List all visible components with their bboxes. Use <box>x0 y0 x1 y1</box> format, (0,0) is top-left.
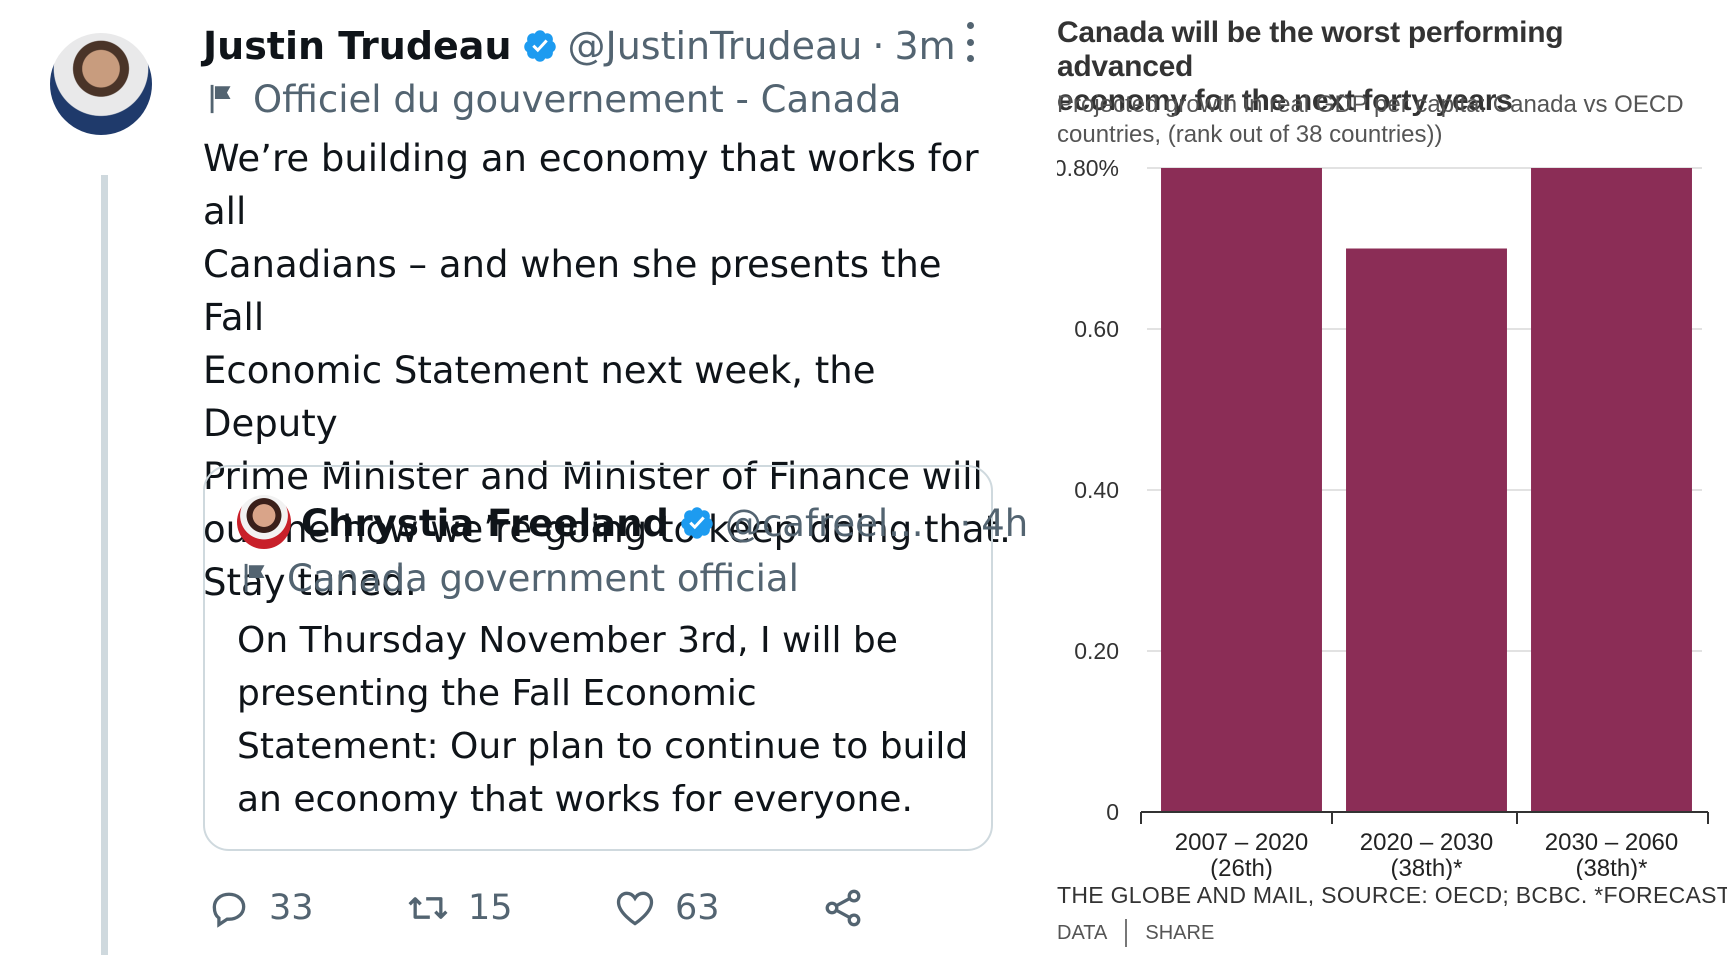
share-icon <box>825 889 861 927</box>
author-avatar[interactable] <box>50 33 152 135</box>
quoted-author-handle[interactable]: @cafreel... <box>724 501 924 545</box>
share-link[interactable]: SHARE <box>1145 921 1215 944</box>
tweet-text-line: Economic Statement next week, the Deputy <box>203 349 876 445</box>
separator-dot: · <box>959 501 972 545</box>
verified-badge-icon <box>681 507 713 539</box>
reply-button[interactable]: 33 <box>207 880 314 936</box>
chart-subtitle-line: Projected growth in real GDP per capita:… <box>1057 91 1684 118</box>
heart-icon <box>616 891 654 926</box>
separator-dot: · <box>872 24 885 68</box>
bar <box>1161 168 1322 812</box>
quoted-text-line: an economy that works for everyone. <box>237 779 913 820</box>
flag-icon <box>244 563 265 593</box>
quoted-tweet-time[interactable]: 4h <box>981 501 1029 545</box>
author-name[interactable]: Justin Trudeau <box>203 24 512 68</box>
affiliation-label: Officiel du gouvernement - Canada <box>205 74 901 124</box>
data-link[interactable]: DATA <box>1057 921 1108 944</box>
y-tick-label: 0.80% <box>1057 155 1119 181</box>
chart-subtitle: Projected growth in real GDP per capita:… <box>1057 90 1697 150</box>
y-tick-label: 0.60 <box>1074 316 1119 342</box>
more-options-icon[interactable] <box>963 22 977 62</box>
y-tick-label: 0 <box>1106 799 1119 825</box>
chart-title: Canada will be the worst performing adva… <box>1057 16 1697 118</box>
tweet-text-line: We’re building an economy that works for… <box>203 137 979 233</box>
share-button[interactable] <box>821 880 865 936</box>
quoted-text-line: Statement: Our plan to continue to build <box>237 726 969 767</box>
chart-source: THE GLOBE AND MAIL, SOURCE: OECD; BCBC. … <box>1057 882 1727 908</box>
reply-icon <box>212 892 246 928</box>
quoted-author-name[interactable]: Chrystia Freeland <box>301 501 669 545</box>
tweet-text-line: Canadians – and when she presents the Fa… <box>203 243 942 339</box>
tweet-header: Justin Trudeau @JustinTrudeau · 3m <box>203 18 956 74</box>
quoted-tweet-text: On Thursday November 3rd, I will be pres… <box>237 614 977 826</box>
bar <box>1531 168 1692 812</box>
verified-badge-icon <box>523 30 556 62</box>
x-category-label: (38th)* <box>1575 855 1647 880</box>
retweet-count: 15 <box>468 888 513 928</box>
quoted-tweet-card[interactable]: Chrystia Freeland @cafreel... · 4h Canad… <box>203 465 1028 851</box>
x-category-label: (38th)* <box>1390 855 1462 880</box>
author-handle[interactable]: @JustinTrudeau <box>567 24 863 68</box>
x-category-label: 2007 – 2020 <box>1175 829 1308 856</box>
thread-line <box>101 175 108 955</box>
chart-subtitle-line: countries, (rank out of 38 countries)) <box>1057 121 1443 148</box>
link-divider <box>1125 919 1128 947</box>
x-category-label: 2030 – 2060 <box>1545 829 1678 856</box>
like-button[interactable]: 63 <box>613 880 720 936</box>
tweet-text-line: Stay tuned. <box>203 561 417 604</box>
y-tick-label: 0.40 <box>1074 477 1119 503</box>
bar <box>1346 248 1507 812</box>
flag-icon <box>210 84 231 114</box>
reply-count: 33 <box>269 888 314 928</box>
quoted-text-line: presenting the Fall Economic <box>237 673 757 714</box>
x-category-label: 2020 – 2030 <box>1360 829 1493 856</box>
tweet-text-line: outline how we’re going to keep doing th… <box>203 508 1011 551</box>
chart-panel: Canada will be the worst performing adva… <box>1057 0 1727 949</box>
quoted-author-avatar[interactable] <box>237 495 291 549</box>
like-count: 63 <box>675 888 720 928</box>
tweet-time[interactable]: 3m <box>894 24 956 68</box>
retweet-icon <box>408 897 448 919</box>
quoted-affiliation-text: Canada government official <box>287 556 799 600</box>
tweet-actions: 33 15 63 <box>203 880 1003 936</box>
quoted-affiliation-label: Canada government official <box>239 553 799 603</box>
tweet: Justin Trudeau @JustinTrudeau · 3m Offic… <box>50 18 1028 955</box>
affiliation-text: Officiel du gouvernement - Canada <box>253 77 902 121</box>
retweet-button[interactable]: 15 <box>406 880 513 936</box>
chart-links: DATA SHARE <box>1057 918 1214 948</box>
x-category-label: (26th) <box>1210 855 1273 880</box>
tweet-text-line: Prime Minister and Minister of Finance w… <box>203 455 983 498</box>
chart-title-line: Canada will be the worst performing adva… <box>1057 16 1564 83</box>
tweet-text: We’re building an economy that works for… <box>203 132 1013 609</box>
quoted-text-line: On Thursday November 3rd, I will be <box>237 620 898 661</box>
bar-chart: 0 0.20 0.40 0.60 0.80% 2007 – 2020(26th) 2020 … <box>1057 155 1709 880</box>
quoted-tweet-header: Chrystia Freeland @cafreel... · 4h <box>301 495 1028 551</box>
chart-title-line: economy for the next forty years <box>1057 84 1513 117</box>
y-tick-label: 0.20 <box>1074 638 1119 664</box>
